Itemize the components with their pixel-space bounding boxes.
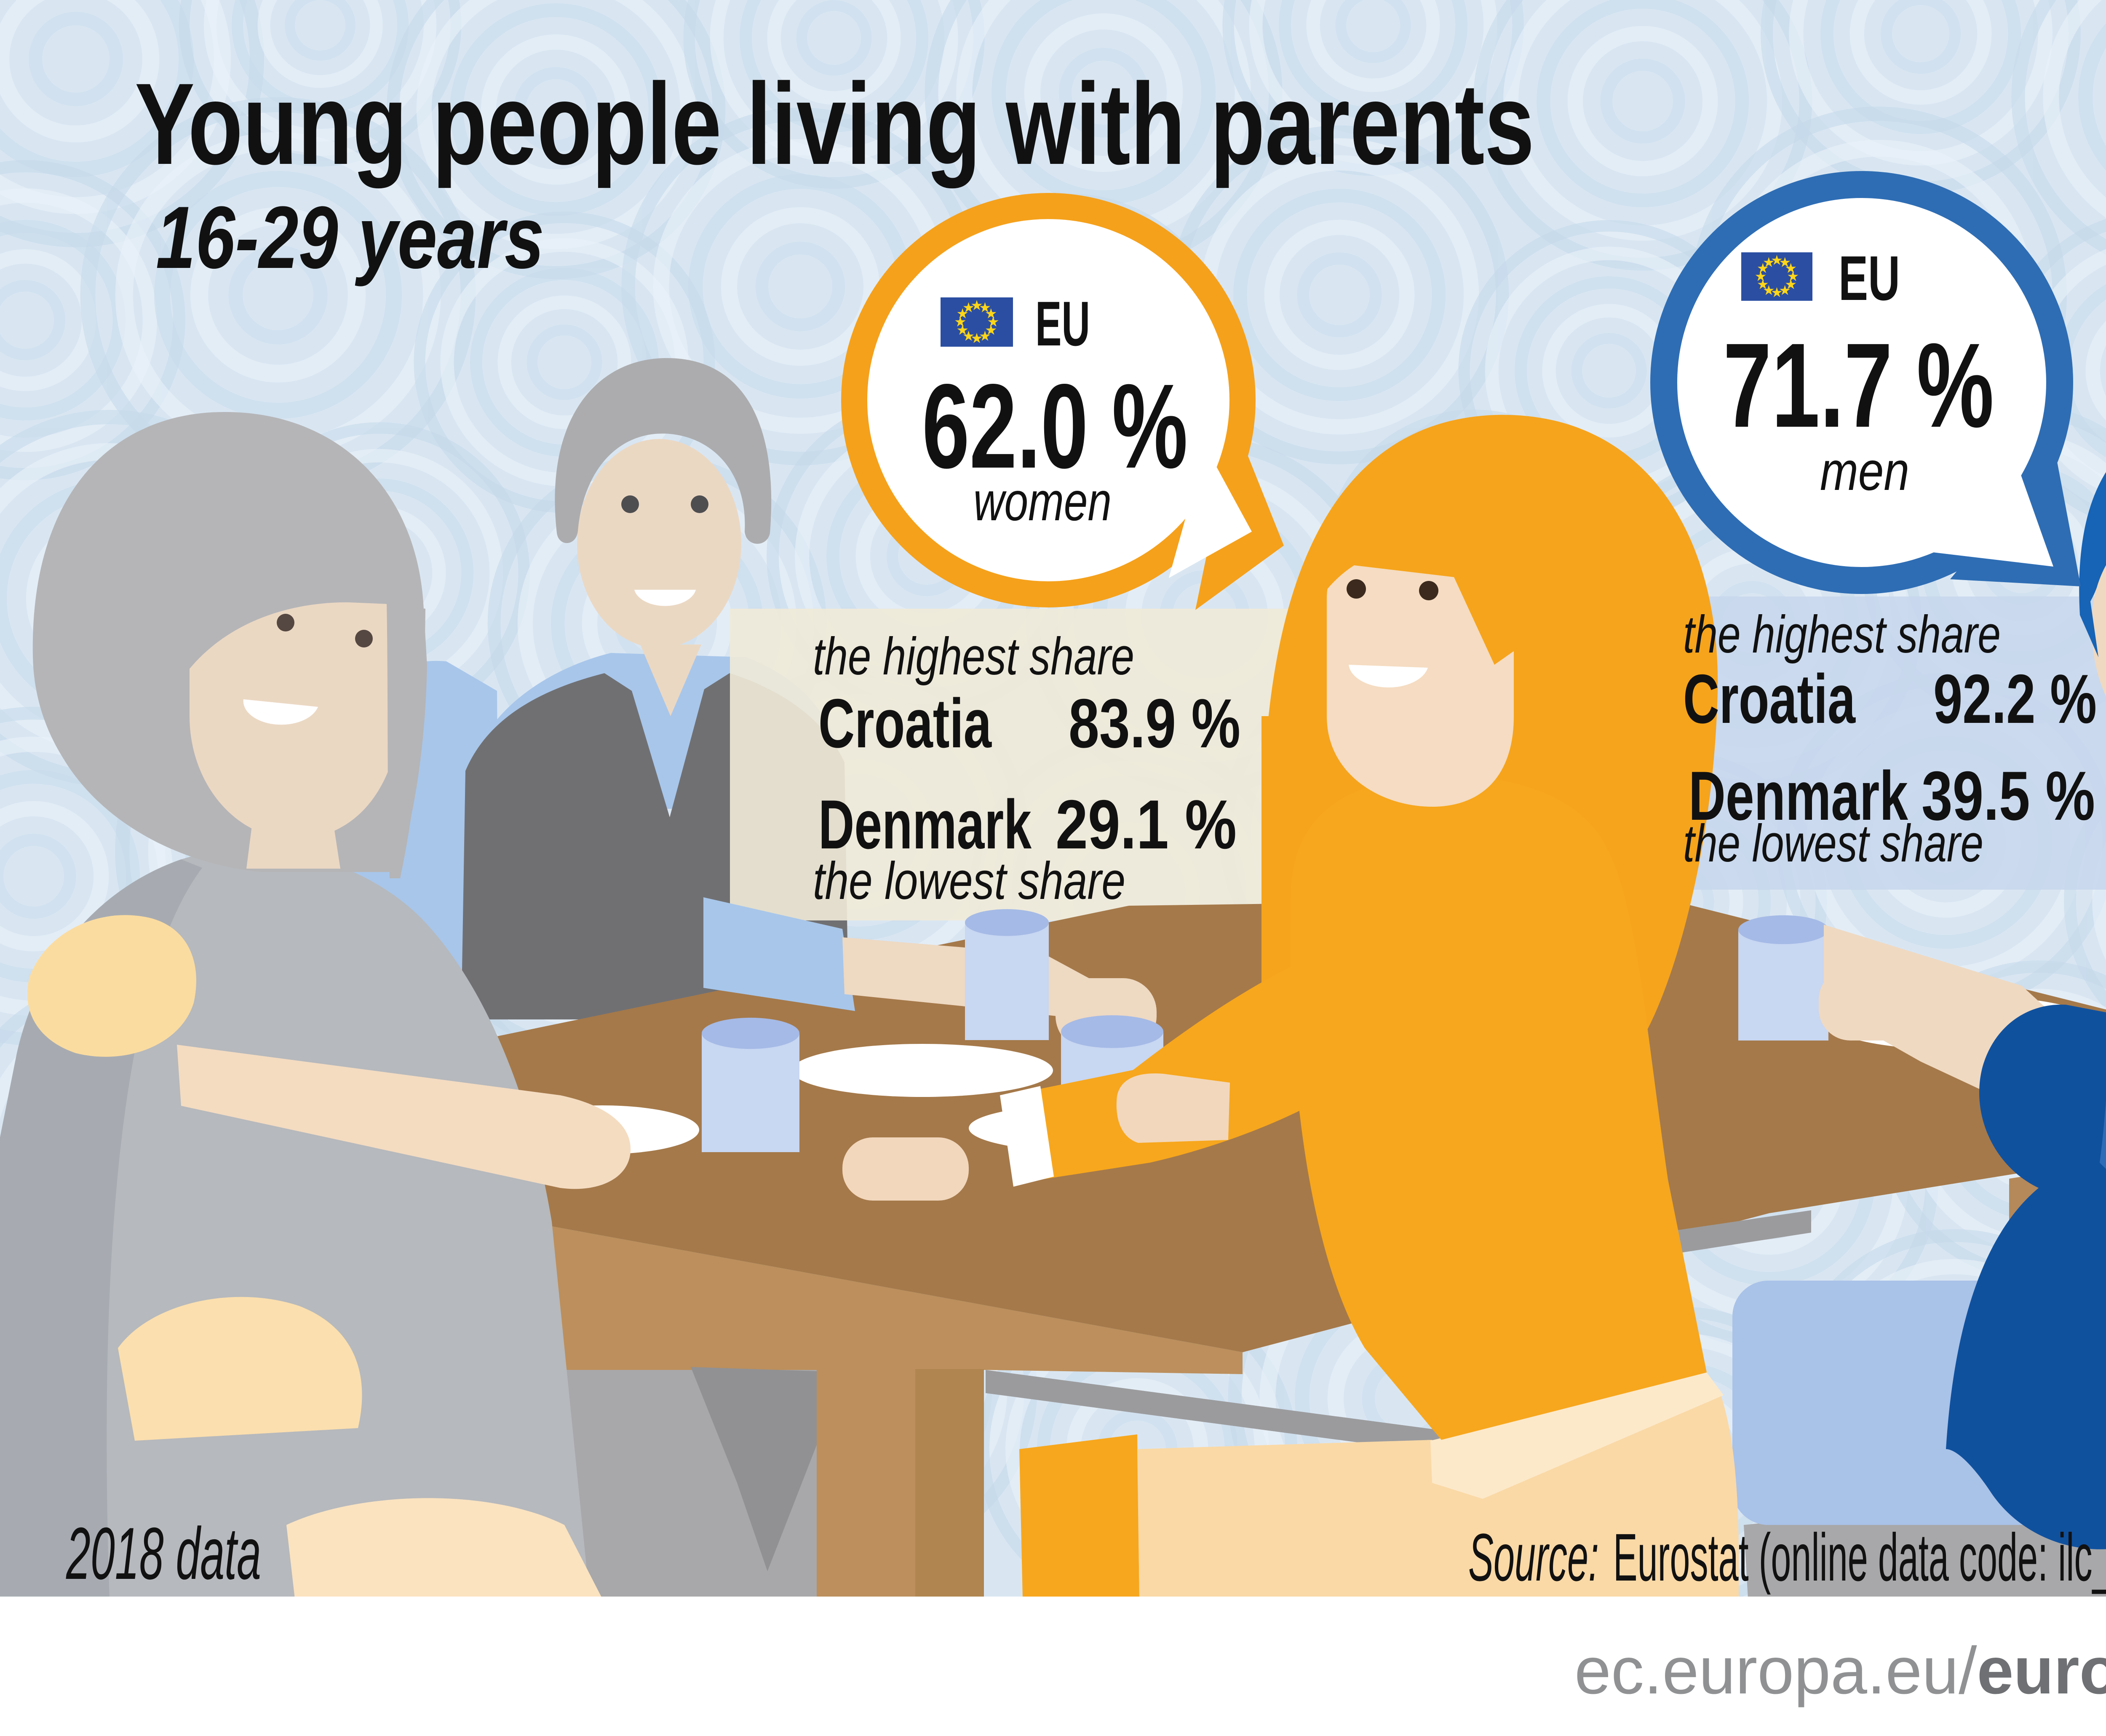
svg-text:men: men [1820, 440, 1909, 502]
svg-text:the lowest share: the lowest share [813, 852, 1125, 910]
svg-text:83.9 %: 83.9 % [1069, 685, 1240, 762]
svg-text:the lowest share: the lowest share [1683, 814, 1983, 873]
svg-text:Denmark: Denmark [818, 786, 1032, 863]
svg-text:71.7 %: 71.7 % [1723, 318, 1994, 452]
svg-text:the highest share: the highest share [813, 627, 1134, 686]
svg-text:EU: EU [1035, 288, 1090, 359]
svg-text:Young people living with paren: Young people living with parents [135, 59, 1534, 189]
svg-text:92.2 %: 92.2 % [1933, 660, 2097, 738]
svg-text:ec.europa.eu/eurostat: ec.europa.eu/eurostat [1574, 1634, 2106, 1708]
svg-text:16-29 years: 16-29 years [156, 188, 544, 287]
svg-text:29.1 %: 29.1 % [1056, 786, 1237, 863]
svg-text:the highest share: the highest share [1683, 605, 2001, 664]
svg-text:Source:: Source: [1468, 1519, 1599, 1595]
svg-text:62.0 %: 62.0 % [922, 359, 1188, 493]
svg-text:39.5 %: 39.5 % [1922, 757, 2095, 835]
svg-text:Denmark: Denmark [1689, 757, 1908, 835]
svg-text:Eurostat (online data code: il: Eurostat (online data code: ilc_lvps08) [1613, 1519, 2106, 1595]
svg-text:Croatia: Croatia [1683, 660, 1856, 738]
svg-text:2018 data: 2018 data [66, 1513, 261, 1595]
svg-text:EU: EU [1839, 243, 1900, 313]
svg-text:women: women [973, 471, 1112, 532]
svg-text:Croatia: Croatia [818, 685, 992, 762]
